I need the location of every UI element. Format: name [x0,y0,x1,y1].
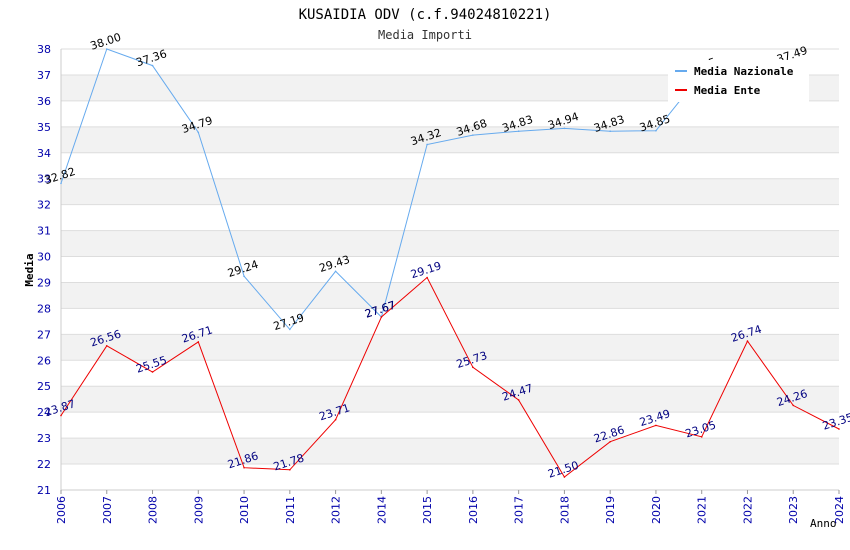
data-point [151,64,154,67]
y-tick-label: 29 [37,276,51,289]
data-point [243,466,245,469]
plot-background [61,49,839,490]
y-tick-label: 24 [37,406,51,419]
y-tick-label: 25 [37,380,51,393]
x-axis-label: Anno [810,517,837,530]
plot-band [61,282,839,309]
y-tick-label: 23 [37,432,51,445]
series-line-1 [60,276,840,478]
data-point [334,418,337,421]
x-tick-label: 2019 [604,496,617,524]
plot-band [61,438,839,465]
data-point [243,275,245,278]
y-axis-ticks: 21 22 23 24 25 26 27 28 29 30 31 32 33 34 35 36 37 38 [37,43,51,497]
data-point [105,344,108,347]
legend: Media Nazionale Media Ente [668,60,809,102]
y-tick-label: 36 [37,95,51,108]
x-tick-label: 2017 [513,496,526,524]
data-point [60,414,62,417]
plot-band [61,230,839,257]
x-tick-label: 2007 [101,496,114,524]
data-point [380,316,383,318]
x-tick-label: 2015 [421,496,434,524]
plot-band [61,334,839,361]
chart-subtitle: Media Importi [378,28,472,42]
data-point [426,276,428,279]
data-point [517,130,520,133]
data-point [609,130,611,133]
data-point [60,182,62,185]
data-point [472,366,474,369]
x-tick-label: 2016 [467,496,480,524]
data-point [655,129,657,132]
y-tick-label: 37 [37,69,51,82]
legend-label-ente: Media Ente [694,84,761,97]
y-tick-label: 28 [37,302,51,315]
y-tick-label: 31 [37,225,51,238]
data-point [792,404,795,407]
y-tick-label: 26 [37,354,51,367]
data-point [334,270,337,273]
plot-band [61,178,839,205]
x-tick-label: 2006 [55,496,68,524]
y-tick-label: 38 [37,43,51,56]
chart-title: KUSAIDIA ODV (c.f.94024810221) [299,7,552,23]
x-tick-label: 2012 [330,496,343,524]
data-point [105,48,108,50]
data-point [151,371,154,373]
y-tick-label: 32 [37,199,51,212]
data-point [609,440,611,443]
x-tick-label: 2021 [696,496,709,524]
x-axis-ticks: 2006 2007 2008 2009 2010 2011 2012 2014 2015 2016… [55,490,846,524]
y-tick-label: 35 [37,121,51,134]
y-tick-label: 34 [37,147,51,160]
data-point [426,143,428,146]
y-tick-label: 30 [37,251,51,264]
y-tick-label: 33 [37,173,51,186]
y-axis-label: Media [23,253,36,286]
plot-area [61,49,839,490]
plot-band [61,386,839,413]
x-tick-label: 2014 [375,496,388,524]
data-point [289,468,291,471]
legend-label-nazionale: Media Nazionale [694,65,794,78]
data-point [655,424,657,427]
data-point [563,476,566,478]
data-point [197,341,200,343]
x-tick-label: 2010 [238,496,251,524]
data-point [197,131,200,134]
x-tick-label: 2023 [787,496,800,524]
legend-box [668,60,809,102]
data-point [700,436,703,438]
data-point [746,340,749,342]
x-tick-label: 2008 [147,496,160,524]
x-tick-label: 2022 [741,496,754,524]
y-tick-label: 22 [37,458,51,471]
data-point [472,134,474,136]
y-tick-label: 27 [37,328,51,341]
x-tick-label: 2009 [192,496,205,524]
series-line-0 [60,48,794,331]
x-tick-label: 2011 [284,496,297,524]
data-point [517,399,520,401]
x-tick-label: 2018 [558,496,571,524]
data-point [563,127,566,130]
y-tick-label: 21 [37,484,51,497]
data-point [838,428,840,430]
data-point [289,328,291,331]
x-tick-label: 2020 [650,496,663,524]
x-tick-label: 2024 [833,496,846,524]
